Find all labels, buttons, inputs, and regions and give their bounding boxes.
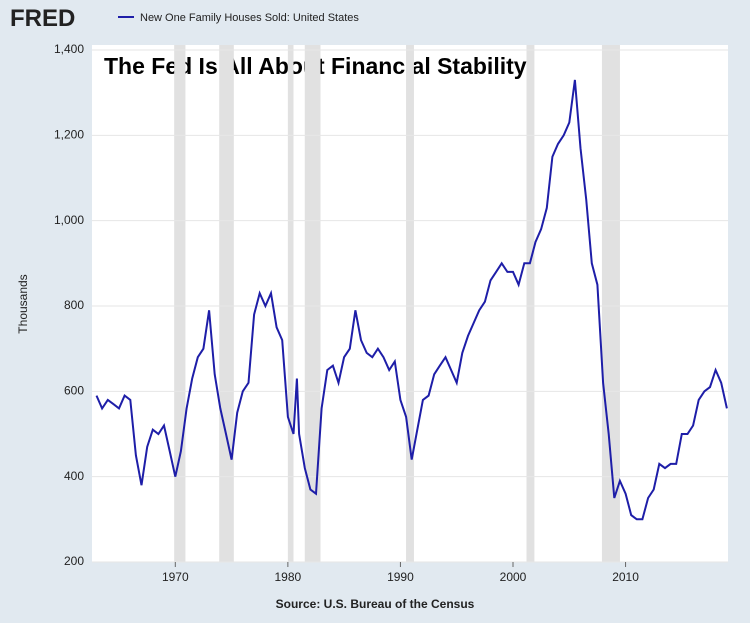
y-tick-label: 400 xyxy=(64,469,84,483)
recession-band xyxy=(526,45,535,562)
x-tick-label: 1970 xyxy=(162,570,189,584)
recession-band xyxy=(601,45,620,562)
x-tick-label: 1980 xyxy=(275,570,302,584)
y-tick-label: 600 xyxy=(64,384,84,398)
y-tick-label: 1,400 xyxy=(54,42,84,56)
data-line xyxy=(95,79,728,521)
recession-band xyxy=(304,45,321,562)
y-tick-label: 200 xyxy=(64,554,84,568)
recession-band xyxy=(406,45,414,562)
brand-logo: FRED xyxy=(10,5,75,32)
recession-band xyxy=(287,45,294,562)
source-note: Source: U.S. Bureau of the Census xyxy=(276,597,475,611)
y-tick-label: 1,200 xyxy=(54,128,84,142)
x-tick-label: 2010 xyxy=(612,570,639,584)
y-tick-label: 1,000 xyxy=(54,213,84,227)
y-tick-label: 800 xyxy=(64,298,84,312)
x-tick-label: 2000 xyxy=(500,570,527,584)
y-axis-label: Thousands xyxy=(16,274,30,333)
legend-label: New One Family Houses Sold: United State… xyxy=(140,12,359,24)
recession-band xyxy=(174,45,186,562)
x-tick-label: 1990 xyxy=(387,570,414,584)
recession-band xyxy=(219,45,234,562)
